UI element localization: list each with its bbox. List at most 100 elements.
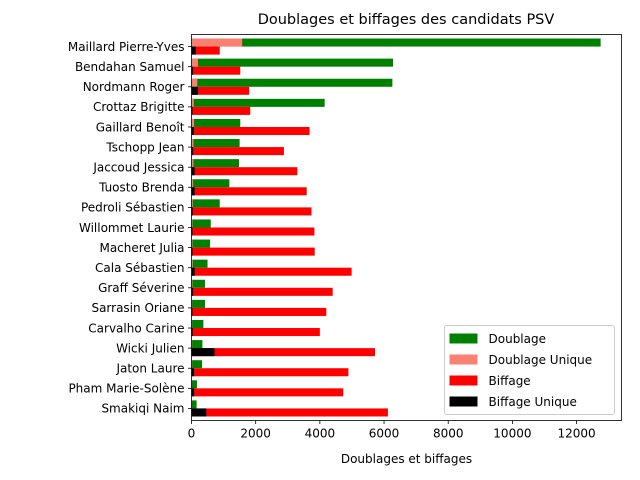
bar-biffage-unique-pham-marie-solene [191,388,195,397]
bar-doublage-bendahan-samuel [191,58,394,67]
y-tick-label: Jaton Laure [115,362,184,376]
bar-biffage-unique-carvalho-carine [191,328,193,337]
bar-doublage-unique-pedroli-sebastien [191,199,193,208]
bar-biffage-crottaz-brigitte [191,106,251,115]
y-tick-label: Graff Séverine [98,281,184,295]
bar-biffage-gaillard-benoit [191,126,310,136]
bar-doublage-gaillard-benoit [191,118,241,127]
legend-label-doublage: Doublage [489,332,547,346]
bar-biffage-maillard-pierre-yves [191,46,220,55]
y-tick-label: Gaillard Benoît [96,120,185,134]
y-tick-label: Willommet Laurie [79,221,185,235]
y-tick-label: Jaccoud Jessica [92,160,184,174]
chart-title: Doublages et biffages des candidats PSV [258,12,555,28]
bar-doublage-unique-willommet-laurie [191,219,193,228]
bar-doublage-cala-sebastien [191,259,208,268]
y-tick-label: Smakiqi Naim [101,402,184,416]
plot-frame [191,34,622,421]
x-axis-label: Doublages et biffages [341,452,472,466]
bar-biffage-unique-tschopp-jean [191,147,194,156]
bars-layer [191,38,601,417]
bar-doublage-unique-bendahan-samuel [191,58,198,67]
bar-doublage-jaccoud-jessica [191,159,239,168]
y-tick-label: Crottaz Brigitte [93,100,185,114]
bar-doublage-tuosto-brenda [191,179,230,188]
bar-doublage-macheret-julia [191,239,211,248]
bar-biffage-jaccoud-jessica [191,167,298,176]
bar-doublage-tschopp-jean [191,139,240,148]
bar-biffage-unique-tuosto-brenda [191,187,195,196]
bar-biffage-jaton-laure [191,368,349,377]
bar-biffage-unique-macheret-julia [191,247,193,256]
x-tick-label: 4000 [305,427,336,441]
y-tick-label: Tuosto Brenda [98,181,184,195]
bar-biffage-unique-pedroli-sebastien [191,207,193,216]
x-tick-label: 8000 [433,427,464,441]
bar-biffage-wicki-julien [191,348,376,357]
legend-swatch-doublage-unique [449,354,478,365]
bar-doublage-wicki-julien [191,340,203,349]
bar-doublage-unique-tschopp-jean [191,139,194,148]
bar-doublage-unique-gaillard-benoit [191,118,195,127]
bar-biffage-pedroli-sebastien [191,207,312,216]
x-axis: 0 2000 4000 6000 8000 10000 12000 [188,420,596,441]
bar-biffage-unique-gaillard-benoit [191,126,194,136]
bar-biffage-sarrasin-oriane [191,307,327,316]
bar-biffage-graff-severine [191,287,333,296]
bar-doublage-unique-nordmann-roger [191,78,198,87]
bar-biffage-unique-willommet-laurie [191,227,193,236]
bar-doublage-sarrasin-oriane [191,299,205,308]
bar-doublage-jaton-laure [191,360,203,369]
y-tick-label: Carvalho Carine [88,321,184,335]
y-tick-label: Wicki Julien [116,341,184,355]
bar-doublage-crottaz-brigitte [191,98,325,107]
bar-biffage-macheret-julia [191,247,315,256]
y-tick-label: Nordmann Roger [83,80,185,94]
legend-label-biffage: Biffage [489,374,531,388]
bar-biffage-cala-sebastien [191,267,352,276]
x-tick-label: 6000 [369,427,400,441]
bar-biffage-unique-cala-sebastien [191,267,195,276]
legend-box [444,325,615,415]
legend-label-doublage-unique: Doublage Unique [489,353,593,367]
bar-biffage-unique-jaccoud-jessica [191,167,195,176]
legend: Doublage Doublage Unique Biffage Biffage Un… [444,325,615,415]
bar-biffage-willommet-laurie [191,227,315,236]
bar-biffage-unique-bendahan-samuel [191,66,194,75]
y-axis: Maillard Pierre-Yves Bendahan Samuel Nordm… [68,40,192,416]
bar-doublage-pham-marie-solene [191,380,197,389]
bar-biffage-tuosto-brenda [191,187,307,196]
bar-doublage-unique-cala-sebastien [191,259,193,268]
bar-doublage-unique-maillard-pierre-yves [191,38,243,47]
bar-doublage-nordmann-roger [191,78,393,87]
y-tick-label: Maillard Pierre-Yves [68,40,185,54]
bar-biffage-carvalho-carine [191,328,320,337]
bar-biffage-unique-graff-severine [191,287,194,296]
x-tick-label: 12000 [557,427,595,441]
bar-biffage-smakiqi-naim [191,408,388,417]
y-tick-label: Pham Marie-Solène [68,382,184,396]
bar-doublage-unique-jaccoud-jessica [191,159,194,168]
y-tick-label: Macheret Julia [99,241,184,255]
y-tick-label: Pedroli Sébastien [81,201,185,215]
bar-doublage-smakiqi-naim [191,400,197,409]
x-tick-label: 10000 [493,427,531,441]
bar-biffage-tschopp-jean [191,147,284,156]
legend-swatch-doublage [449,333,478,344]
y-tick-label: Bendahan Samuel [75,60,185,74]
y-tick-label: Cala Sébastien [95,261,184,275]
bar-doublage-unique-crottaz-brigitte [191,98,194,107]
x-tick-label: 2000 [240,427,271,441]
bar-doublage-unique-tuosto-brenda [191,179,194,188]
bar-biffage-unique-maillard-pierre-yves [191,46,196,55]
bar-biffage-pham-marie-solene [191,388,344,397]
bar-doublage-unique-graff-severine [191,279,193,288]
y-tick-label: Tschopp Jean [105,140,184,154]
bar-biffage-unique-sarrasin-oriane [191,307,193,316]
bar-biffage-unique-jaton-laure [191,368,195,377]
bar-biffage-nordmann-roger [191,86,250,95]
bar-biffage-unique-nordmann-roger [191,86,198,95]
bar-biffage-unique-crottaz-brigitte [191,106,193,115]
legend-swatch-biffage [449,375,478,386]
